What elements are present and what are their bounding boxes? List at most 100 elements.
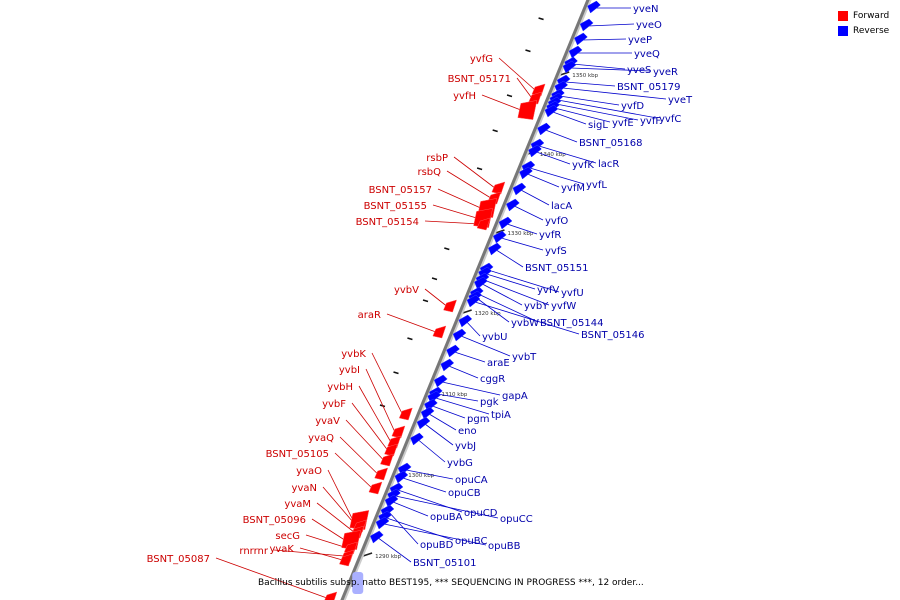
label-connector <box>418 439 446 463</box>
forward-gene <box>384 443 398 457</box>
label-connector <box>454 351 486 363</box>
gene-label: BSNT_05151 <box>525 263 588 274</box>
tick-label: 1330 kbp <box>507 231 533 237</box>
label-connector <box>395 495 499 519</box>
label-connector <box>402 477 447 493</box>
gene-block <box>452 328 467 342</box>
label-connector <box>552 111 587 125</box>
label-connector <box>486 273 536 290</box>
label-connector <box>305 534 348 549</box>
gene-block <box>384 494 399 508</box>
label-connector <box>432 204 477 219</box>
reverse-gene <box>506 198 520 212</box>
gene-block <box>554 80 569 94</box>
gene-label: yveP <box>628 35 652 46</box>
reverse-gene <box>427 390 442 404</box>
label-connector <box>582 38 627 41</box>
gene-block <box>398 407 413 421</box>
gene-block <box>531 83 546 97</box>
gene-block <box>375 516 390 530</box>
gene-label: tpiA <box>491 410 511 421</box>
gene-block <box>446 344 460 358</box>
label-connector <box>424 220 481 225</box>
gene-label: BSNT_05154 <box>356 217 419 228</box>
gene-block <box>391 425 406 439</box>
gene-block <box>487 242 502 256</box>
forward-gene <box>476 217 491 231</box>
gene-label: opuCB <box>448 488 481 499</box>
gene-label: yvaV <box>315 416 340 427</box>
gene-block <box>466 294 481 308</box>
feature-marker <box>407 337 413 341</box>
label-connector <box>311 518 345 541</box>
gene-block <box>394 470 409 484</box>
feature-marker <box>525 49 531 53</box>
gene-label: opuCA <box>455 475 488 486</box>
label-connector <box>556 103 639 121</box>
legend-label-forward: Forward <box>853 10 890 21</box>
label-connector <box>557 99 658 119</box>
label-connector <box>273 549 345 557</box>
gene-block <box>424 398 438 412</box>
reverse-gene <box>568 45 583 59</box>
tick-mark <box>495 229 505 234</box>
gene-layer <box>324 0 601 600</box>
gene-block <box>410 432 424 446</box>
gene-label: yvaQ <box>308 433 334 444</box>
gene-block-faded <box>352 572 364 594</box>
gene-block <box>512 182 527 196</box>
label-connector <box>383 523 487 546</box>
gene-label: araE <box>487 358 510 369</box>
label-connector <box>565 81 616 87</box>
reverse-gene <box>574 32 588 46</box>
reverse-gene <box>424 398 438 412</box>
gene-label: yvfO <box>545 216 568 227</box>
gene-label: yvbH <box>327 382 353 393</box>
label-connector <box>562 87 667 100</box>
gene-label: BSNT_05096 <box>243 515 306 526</box>
gene-block <box>374 467 389 481</box>
label-connector <box>437 188 481 209</box>
gene-block <box>368 481 383 495</box>
forward-gene <box>491 181 506 195</box>
gene-label: rsbP <box>426 153 448 164</box>
label-connector <box>334 452 373 489</box>
label-connector <box>299 547 343 561</box>
gene-block <box>491 181 506 195</box>
gene-label: yveT <box>668 95 693 106</box>
reverse-gene <box>528 144 542 158</box>
tick-label: 1350 kbp <box>572 73 598 79</box>
reverse-gene <box>397 462 412 476</box>
label-connector <box>215 557 328 599</box>
reverse-gene <box>384 494 399 508</box>
gene-label: rnrrnr <box>239 546 268 557</box>
label-connector <box>432 405 466 419</box>
gene-label: BSNT_05105 <box>266 449 329 460</box>
reverse-gene <box>474 276 488 290</box>
gene-label: yveN <box>633 4 658 15</box>
gene-block <box>440 358 455 372</box>
forward-gene <box>531 83 546 97</box>
gene-label: secG <box>275 531 300 542</box>
label-connector <box>514 205 544 221</box>
tick: 1320 kbp <box>462 309 501 317</box>
gene-label: opuBC <box>455 536 487 547</box>
gene-label: yvfF <box>640 116 661 127</box>
caption-text: Bacillus subtilis subsp. natto BEST195, … <box>258 578 644 588</box>
label-connector <box>345 419 384 461</box>
gene-block <box>420 406 435 420</box>
tick-mark <box>559 71 570 76</box>
gene-label: opuCD <box>464 508 498 519</box>
gene-label: BSNT_05168 <box>579 138 642 149</box>
label-connector <box>446 170 492 199</box>
legend: Forward Reverse <box>838 8 889 38</box>
forward-gene <box>324 591 338 600</box>
feature-marker <box>393 371 399 375</box>
gene-label: BSNT_05171 <box>448 74 511 85</box>
reverse-gene <box>420 406 435 420</box>
gene-label: yvfC <box>659 114 681 125</box>
gene-block <box>458 314 473 328</box>
gene-block <box>537 122 551 136</box>
gene-label: opuBA <box>430 512 463 523</box>
